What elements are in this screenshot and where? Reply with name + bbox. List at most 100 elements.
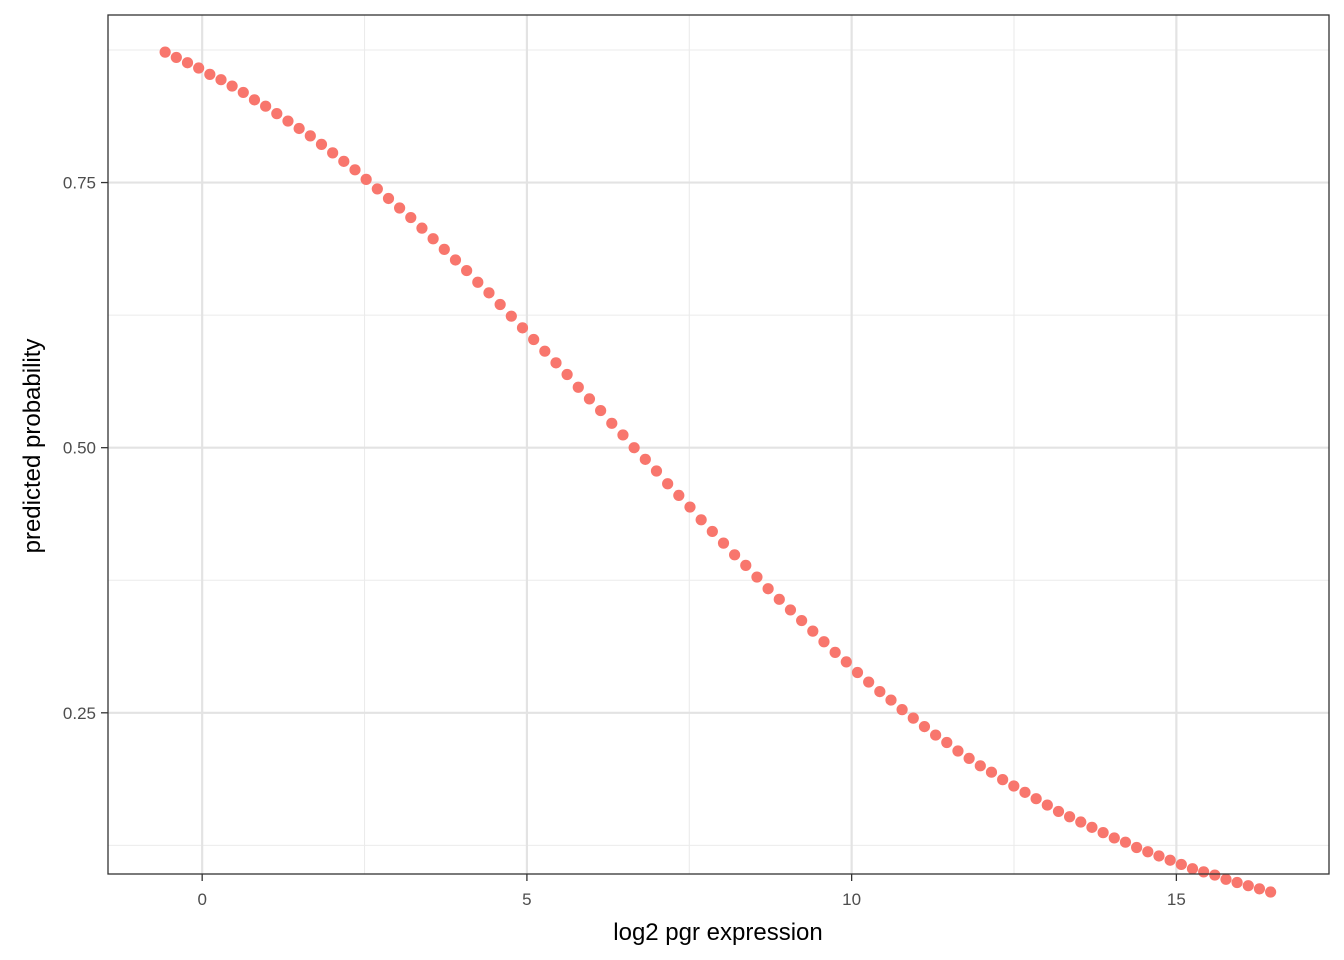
data-point xyxy=(874,685,886,698)
data-point xyxy=(684,501,696,513)
data-point xyxy=(405,211,417,224)
data-point xyxy=(1186,863,1199,875)
data-point xyxy=(539,345,551,357)
data-point xyxy=(204,68,216,80)
data-point xyxy=(1052,805,1065,818)
data-point xyxy=(840,656,852,668)
data-point xyxy=(159,46,171,58)
data-point xyxy=(338,155,350,167)
data-point xyxy=(1119,836,1132,848)
data-point xyxy=(1209,869,1221,881)
data-point xyxy=(181,57,194,69)
data-point xyxy=(930,729,942,741)
data-point xyxy=(1064,811,1076,823)
data-point xyxy=(985,766,998,778)
data-point xyxy=(1142,846,1154,858)
data-points xyxy=(159,46,1277,898)
y-tick-label: 0.50 xyxy=(63,439,96,458)
data-point xyxy=(516,322,529,334)
data-point xyxy=(829,646,841,658)
data-point xyxy=(1041,799,1053,811)
data-point xyxy=(1265,886,1277,898)
minor-gridlines xyxy=(108,15,1329,874)
data-point xyxy=(1030,793,1042,805)
x-tick-label: 10 xyxy=(842,890,861,909)
y-axis-title: predicted probability xyxy=(19,339,46,554)
data-point xyxy=(885,694,897,706)
data-point xyxy=(1108,832,1120,844)
data-point xyxy=(293,122,305,135)
data-point xyxy=(271,108,283,120)
data-point xyxy=(170,51,182,64)
x-tick-label: 15 xyxy=(1167,890,1186,909)
data-point xyxy=(963,752,975,765)
data-point xyxy=(427,233,439,245)
data-point xyxy=(773,593,785,605)
data-point xyxy=(796,614,808,627)
data-point xyxy=(304,130,316,142)
data-point xyxy=(784,604,797,616)
data-point xyxy=(918,720,931,733)
panel-border xyxy=(107,14,1330,875)
data-point xyxy=(371,183,383,195)
data-point xyxy=(941,736,953,749)
data-point xyxy=(974,760,986,772)
data-point xyxy=(740,559,752,571)
data-point xyxy=(896,704,908,716)
data-point xyxy=(673,489,685,502)
x-tick-label: 5 xyxy=(522,890,531,909)
data-point xyxy=(449,254,462,266)
data-point xyxy=(717,537,730,549)
data-point xyxy=(472,276,484,288)
data-point xyxy=(382,192,395,205)
data-point xyxy=(1242,880,1254,892)
data-point xyxy=(494,298,506,311)
x-tick-label: 0 xyxy=(197,890,206,909)
data-point xyxy=(550,357,562,369)
data-point xyxy=(851,666,864,679)
data-point xyxy=(1231,876,1243,889)
data-point xyxy=(461,264,473,277)
data-point xyxy=(662,478,674,490)
x-axis-title: log2 pgr expression xyxy=(613,919,822,946)
data-point xyxy=(729,549,741,561)
data-point xyxy=(863,676,875,688)
data-point xyxy=(1097,827,1109,839)
data-point xyxy=(650,465,663,477)
data-point xyxy=(215,74,227,86)
data-point xyxy=(907,712,919,724)
data-point xyxy=(1220,873,1232,885)
data-point xyxy=(1153,850,1165,862)
tick-labels: 0 5 10 15 0.25 0.50 0.75 xyxy=(63,174,1186,909)
data-point xyxy=(327,147,339,159)
data-point xyxy=(595,404,607,417)
data-point xyxy=(1008,780,1020,792)
data-point xyxy=(260,100,272,112)
y-tick-label: 0.25 xyxy=(63,704,96,723)
data-point xyxy=(583,393,596,405)
data-point xyxy=(505,310,517,322)
data-point xyxy=(639,453,651,465)
data-point xyxy=(807,625,819,637)
data-point xyxy=(952,745,964,757)
data-point xyxy=(561,368,573,381)
data-point xyxy=(751,571,763,583)
data-point xyxy=(282,115,294,127)
data-point xyxy=(1075,816,1087,828)
data-point xyxy=(193,62,205,74)
data-point xyxy=(695,514,707,526)
data-point xyxy=(237,86,249,99)
data-point xyxy=(394,202,406,214)
data-point xyxy=(1198,866,1210,878)
data-point xyxy=(818,636,830,648)
data-point xyxy=(315,138,328,150)
data-point xyxy=(706,525,718,538)
data-point xyxy=(226,80,238,92)
data-point xyxy=(416,222,428,234)
data-point xyxy=(438,243,450,255)
data-point xyxy=(628,442,640,454)
data-point xyxy=(762,583,774,595)
data-point xyxy=(617,429,629,441)
